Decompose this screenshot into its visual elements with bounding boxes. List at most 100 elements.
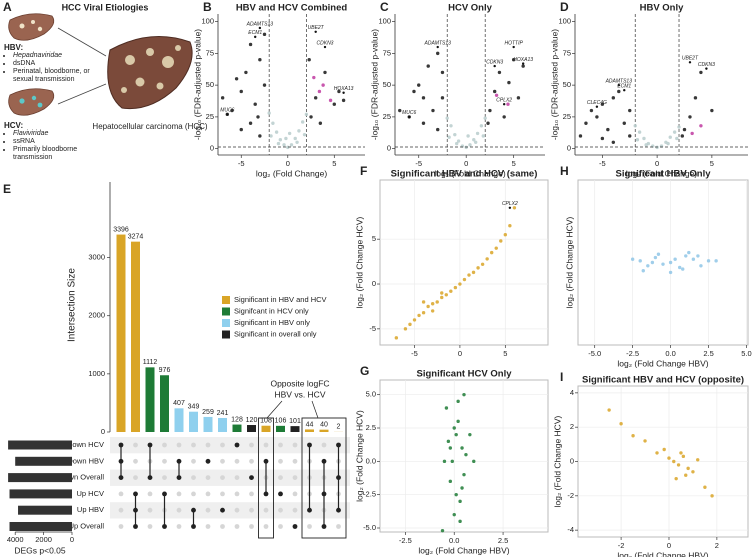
point [332,102,336,106]
point [690,131,694,136]
gene-label: ECM1 [617,84,631,90]
gene-label: MUC6 [220,108,234,114]
y-tick-label: 4 [570,388,574,397]
matrix-dot [307,442,312,448]
x-tick-label: 5 [503,349,507,358]
point [479,124,484,128]
matrix-dot [118,442,124,448]
point [460,446,464,450]
point [644,143,648,147]
chart-title: HCV Only [448,3,493,14]
matrix-dot-empty [263,524,269,529]
point [485,257,489,261]
matrix-dot-empty [118,524,124,529]
point [466,134,470,138]
y-tick-label: 2.5 [366,423,376,432]
matrix-dot-empty [118,491,124,497]
hbv-block: HBV: Hepadnaviridae dsDNA Perinatal, blo… [4,44,104,84]
annotated-point [258,26,262,30]
matrix-dot-empty [147,507,153,513]
point [449,124,453,128]
annotated-point [226,113,229,116]
x-tick-label: 0 [655,159,659,168]
point [278,138,283,142]
legend-label: Significant in HBV only [234,318,310,327]
y-tick-label: 3000 [88,253,105,262]
point [497,70,502,75]
matrix-dot-empty [191,491,196,497]
hbv-list: Hepadnaviridae dsDNA Perinatal, bloodbor… [4,52,104,84]
matrix-dot-empty [234,507,240,513]
gene-label: ADAMTS13 [246,21,274,27]
matrix-dot-empty [278,475,283,480]
hcv-list: Flaviviridae ssRNA Primarily bloodborne … [4,130,99,162]
gene-label: ECM1 [248,30,262,36]
panel-letter: I [560,370,563,384]
matrix-dot-empty [321,442,327,448]
point [661,262,665,266]
point [468,432,472,437]
point [483,116,487,120]
annotation-pointer [311,400,319,419]
bar [276,425,285,432]
matrix-dot-empty [205,442,211,448]
point [494,246,498,250]
point [262,32,267,37]
matrix-dot-empty [133,442,138,448]
set-size-bar [15,456,72,466]
point [421,121,426,125]
annotated-point [521,62,525,65]
point [220,96,225,100]
point [286,145,290,150]
matrix-dot [191,507,196,513]
matrix-dot-empty [292,458,298,464]
y-tick-label: -5 [369,324,376,333]
point [681,267,685,271]
point [617,89,621,94]
y-tick-label: 75 [383,48,391,57]
point [611,140,616,144]
gene-label: CDKN3 [486,59,503,65]
hbv-label: HBV: [4,43,24,52]
point [262,83,267,87]
point [426,304,430,309]
point [445,116,449,120]
point [454,492,458,497]
point [458,499,462,504]
list-item: Hepadnaviridae [13,52,104,60]
matrix-dot-empty [249,507,254,513]
point [472,459,476,464]
point [239,89,243,94]
point [287,131,292,136]
matrix-dot-empty [176,524,182,529]
point [489,250,494,255]
point [442,459,447,464]
bar-value-label: 976 [159,367,171,374]
point [421,311,426,315]
point [521,64,525,68]
x-axis-label: log₂ (Fold Change HBV) [617,550,708,557]
legend-label: Signifcant in HCV only [234,306,309,315]
matrix-dot-empty [191,458,196,464]
matrix-dot [205,458,211,464]
y-axis-label: -log₁₀ (FDR-adjusted p-value) [192,29,202,140]
matrix-dot-empty [278,507,283,513]
matrix-dot-empty [176,442,182,448]
set-label: Down HCV [67,440,104,449]
point [456,399,460,404]
matrix-dot [176,458,182,464]
chart-title: Significant HBV Only [615,169,711,180]
point [687,250,691,255]
legend-label: Significant in overall only [234,329,317,338]
point [480,262,485,266]
matrix-dot-empty [249,491,254,497]
point [430,302,435,306]
bar [247,425,256,432]
bar-value-label: 349 [188,404,200,411]
highlight-box [301,417,347,539]
point [494,93,499,97]
gene-label: HOTTIP [504,40,523,46]
matrix-dot-empty [220,491,225,497]
point [674,476,678,481]
